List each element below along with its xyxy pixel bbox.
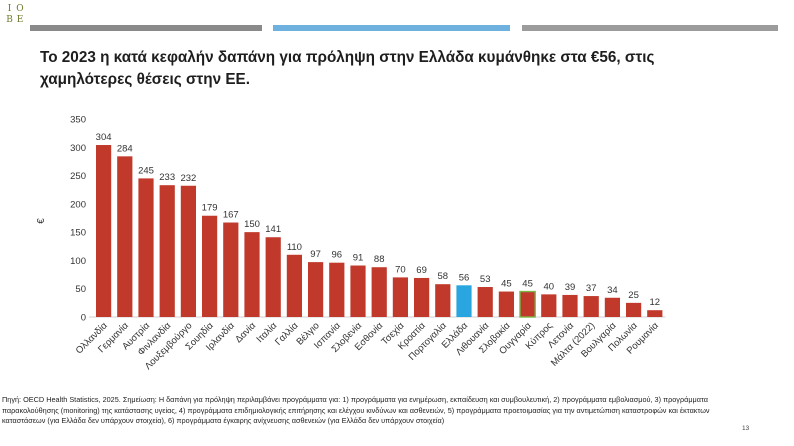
bar-value-label: 304: [96, 132, 112, 143]
logo-letter: Ο: [16, 4, 23, 14]
y-tick-label: 200: [70, 199, 86, 210]
bar: [265, 237, 281, 317]
logo-letter: Β: [6, 15, 13, 24]
page-title: Το 2023 η κατά κεφαλήν δαπάνη για πρόληψ…: [40, 49, 655, 88]
bar-value-label: 56: [459, 272, 470, 283]
bar: [180, 185, 196, 317]
bar: [202, 215, 218, 317]
bar: [371, 267, 387, 317]
x-tick-label: Δανία: [233, 320, 258, 345]
bar-value-label: 245: [138, 165, 154, 176]
bar: [519, 290, 536, 318]
bar: [477, 287, 493, 317]
bar-value-label: 45: [522, 279, 533, 290]
header-divider-grey: [30, 25, 262, 31]
page-number: 13: [742, 425, 750, 432]
y-tick-label: 300: [70, 143, 86, 154]
bar-value-label: 97: [310, 249, 321, 260]
bar-value-label: 45: [501, 279, 512, 290]
logo-letter: Ι: [8, 4, 12, 14]
bar: [159, 185, 175, 317]
bar: [541, 294, 557, 317]
y-tick-label: 50: [75, 284, 86, 295]
bar-value-label: 34: [607, 285, 618, 296]
bar: [223, 222, 239, 317]
bar-value-label: 167: [223, 210, 239, 221]
y-tick-label: 100: [70, 256, 86, 267]
bar-value-label: 110: [287, 242, 302, 253]
bar: [604, 297, 620, 317]
bar-value-label: 25: [628, 290, 639, 301]
footnote: Πηγή: OECD Health Statistics, 2025. Σημε…: [2, 395, 710, 425]
bar: [308, 262, 324, 317]
bar-value-label: 179: [202, 203, 218, 214]
bar-value-label: 96: [332, 250, 343, 261]
logo-letter: Ε: [17, 15, 24, 24]
bar: [117, 156, 133, 317]
bar-value-label: 91: [353, 253, 364, 264]
bar-value-label: 141: [265, 224, 281, 235]
bar-value-label: 40: [544, 281, 555, 292]
bar: [498, 291, 514, 317]
y-tick-label: 250: [70, 171, 86, 182]
bar: [329, 262, 345, 317]
bar-value-label: 12: [650, 297, 661, 308]
bar-value-label: 232: [180, 173, 196, 184]
bar: [350, 265, 366, 317]
bar-value-label: 150: [244, 219, 260, 230]
bar-value-label: 39: [565, 282, 576, 293]
bar-chart: 050100150200250300350€304Ολλανδία284Γερμ…: [36, 115, 666, 372]
bar: [392, 277, 408, 317]
bar-value-label: 284: [117, 143, 133, 154]
bar: [456, 285, 472, 317]
bar: [414, 277, 430, 317]
logo: Ι Ο Β Ε: [6, 4, 24, 24]
bar-value-label: 58: [438, 271, 449, 282]
bar: [647, 310, 663, 317]
x-tick-label: Γαλλία: [273, 320, 301, 348]
header-divider-grey-right: [522, 25, 778, 31]
bar: [626, 302, 642, 317]
y-axis-label: €: [36, 218, 47, 224]
bar: [286, 254, 302, 317]
bar: [96, 145, 112, 317]
bar: [583, 296, 599, 317]
y-tick-label: 350: [70, 115, 86, 126]
bar: [562, 294, 578, 317]
bar: [138, 178, 154, 317]
bar: [435, 284, 451, 317]
y-tick-label: 0: [81, 313, 86, 324]
bar-value-label: 233: [159, 172, 175, 183]
bar-value-label: 69: [416, 265, 427, 276]
bar-value-label: 37: [586, 283, 597, 294]
bar-value-label: 70: [395, 264, 406, 275]
bar: [244, 232, 260, 317]
header-divider-blue: [273, 25, 510, 31]
bar-value-label: 53: [480, 274, 491, 285]
y-tick-label: 150: [70, 228, 86, 239]
bar-value-label: 88: [374, 254, 385, 265]
